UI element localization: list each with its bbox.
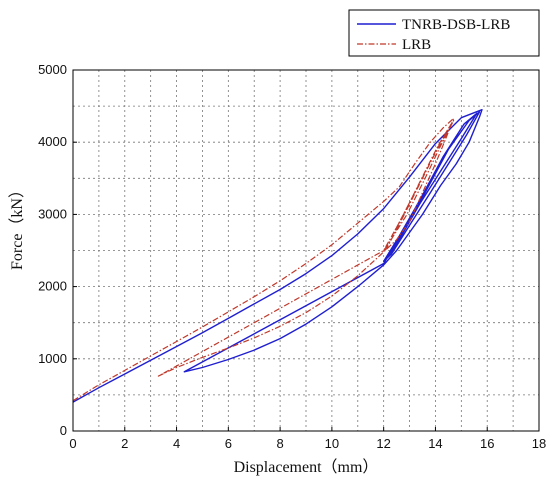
y-axis-title: Force（kN） bbox=[8, 182, 26, 270]
x-tick-label: 4 bbox=[173, 436, 180, 451]
x-axis-ticks: 0 2 4 6 8 10 12 14 16 18 bbox=[69, 427, 546, 451]
y-tick-label: 3000 bbox=[38, 206, 67, 221]
x-tick-label: 12 bbox=[376, 436, 390, 451]
x-tick-label: 10 bbox=[325, 436, 339, 451]
plot-frame bbox=[72, 69, 540, 432]
x-tick-label: 6 bbox=[225, 436, 232, 451]
y-tick-label: 2000 bbox=[38, 279, 67, 294]
y-axis-ticks: 0 1000 2000 3000 4000 5000 bbox=[38, 62, 77, 438]
x-tick-label: 18 bbox=[532, 436, 546, 451]
legend: TNRB-DSB-LRB LRB bbox=[348, 9, 540, 57]
series-layer bbox=[72, 109, 483, 403]
x-tick-label: 16 bbox=[480, 436, 494, 451]
x-tick-label: 14 bbox=[428, 436, 442, 451]
y-tick-label: 1000 bbox=[38, 351, 67, 366]
legend-box bbox=[348, 9, 540, 57]
x-tick-label: 0 bbox=[69, 436, 76, 451]
y-tick-label: 5000 bbox=[38, 62, 67, 77]
y-tick-label: 4000 bbox=[38, 134, 67, 149]
x-axis-title: Displacement（mm） bbox=[234, 458, 379, 476]
y-tick-label: 0 bbox=[60, 423, 67, 438]
series-line-lrb bbox=[72, 117, 455, 402]
legend-label-lrb: LRB bbox=[402, 37, 431, 53]
grid-lines bbox=[73, 70, 539, 431]
x-tick-label: 2 bbox=[121, 436, 128, 451]
x-tick-label: 8 bbox=[276, 436, 283, 451]
series-line-tnrb-dsb-lrb bbox=[72, 109, 483, 403]
legend-label-tnrb-dsb-lrb: TNRB-DSB-LRB bbox=[402, 17, 510, 33]
